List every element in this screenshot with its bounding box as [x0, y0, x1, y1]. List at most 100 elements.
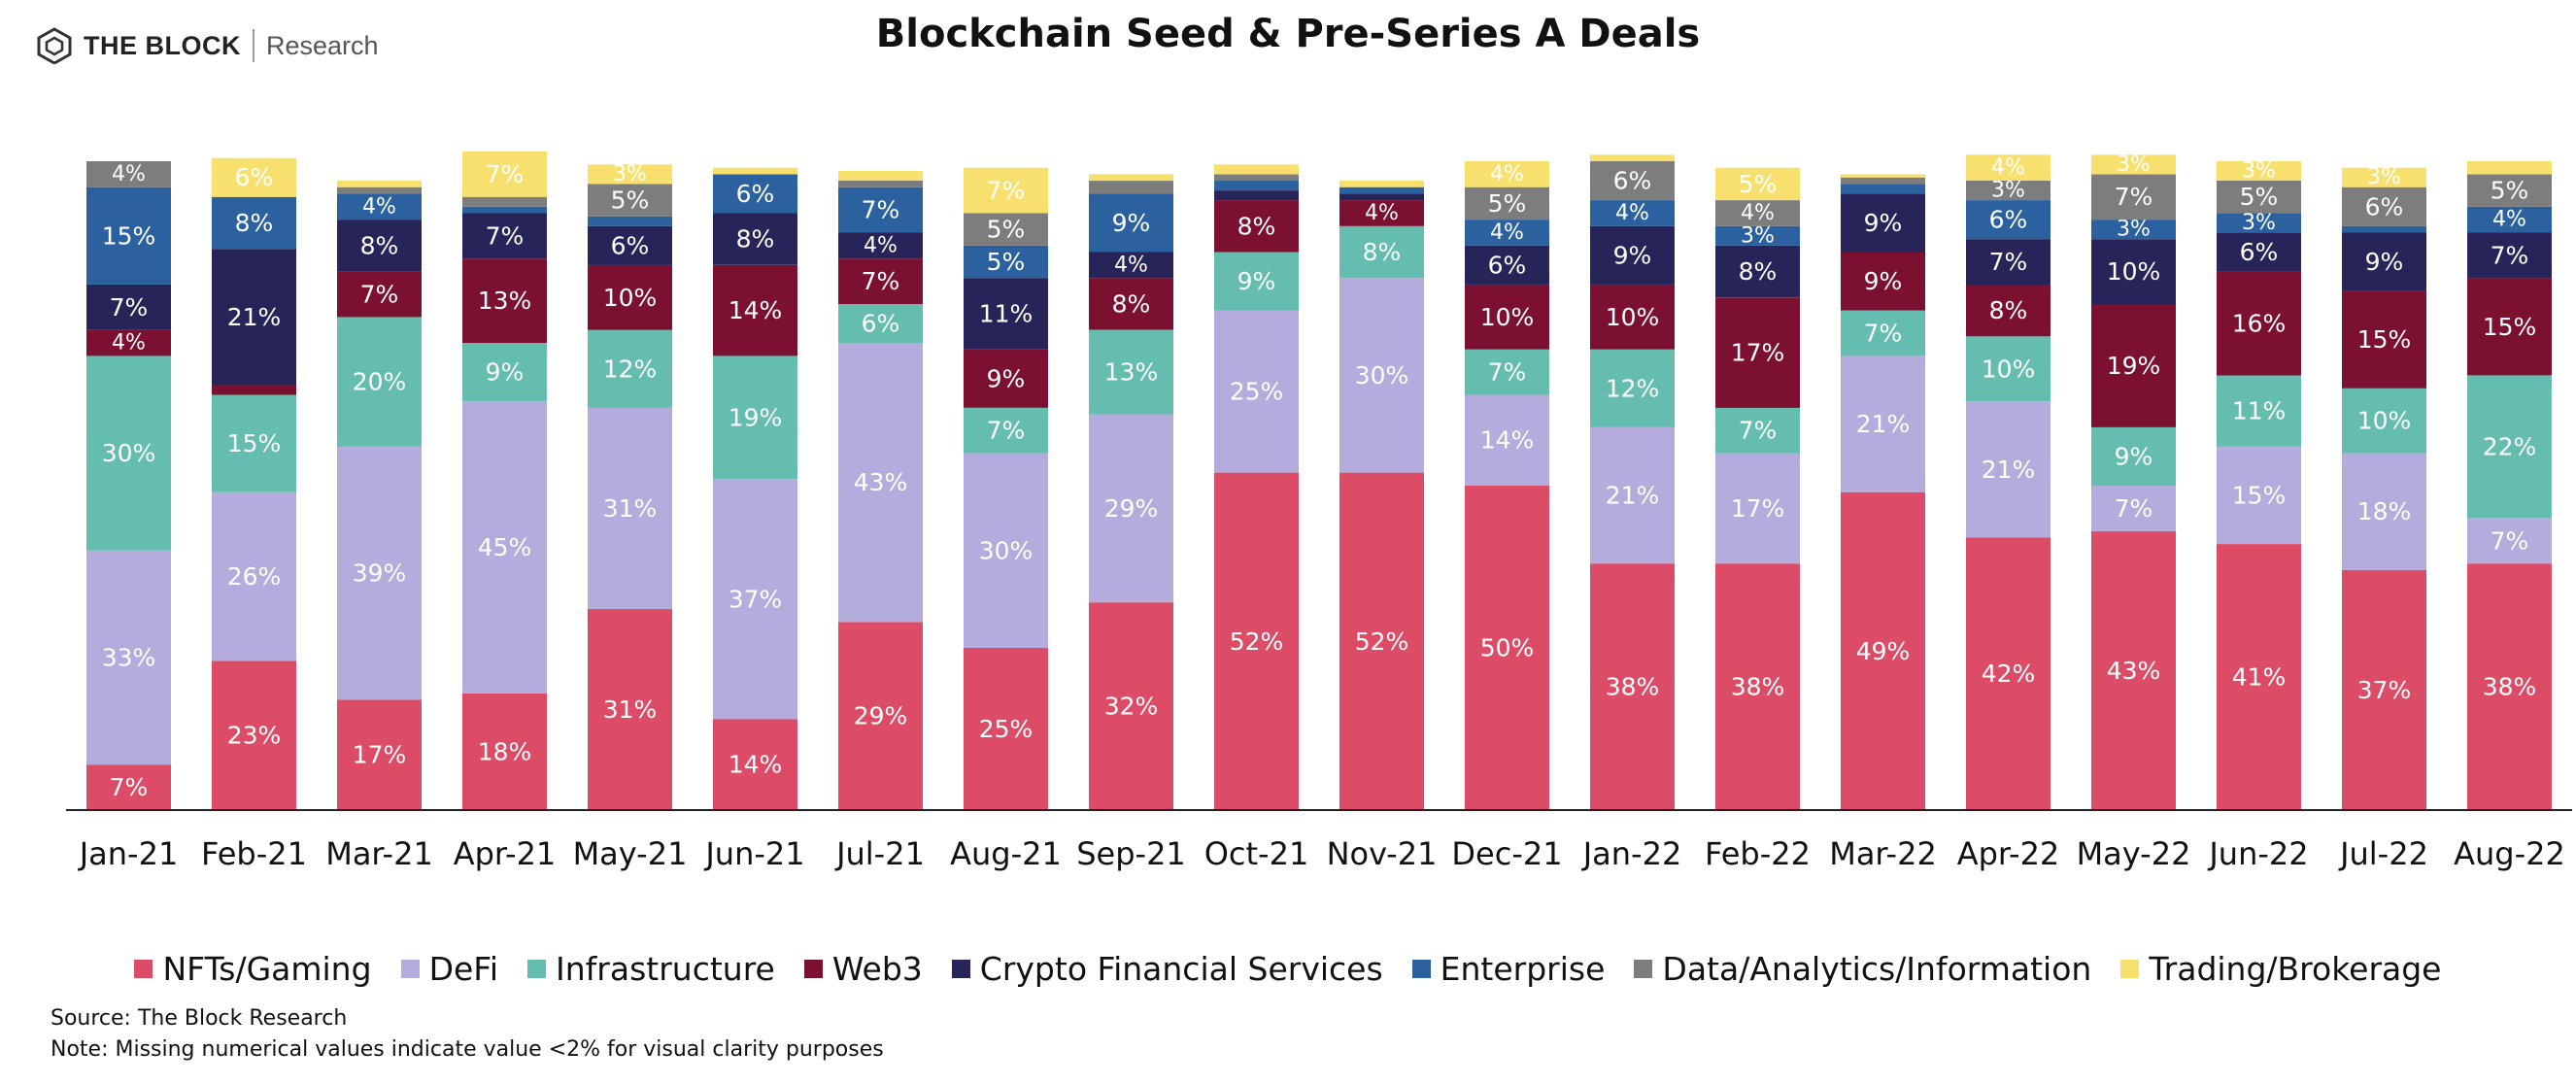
source-note: Source: The Block Research — [51, 1006, 348, 1031]
bar-segment-web3-jan-22 — [1590, 284, 1675, 350]
bar-segment-enterprise-apr-21 — [462, 206, 547, 214]
bar-segment-trading-brokerage-jan-22 — [1590, 154, 1675, 161]
bar-segment-web3-mar-22 — [1841, 252, 1925, 311]
bar-segment-web3-jan-21 — [86, 329, 171, 356]
x-tick-label-oct-21: Oct-21 — [1204, 835, 1309, 872]
data-label-defi-apr-22: 21% — [1982, 456, 2036, 484]
data-label-nfts-gaming-jan-21: 7% — [110, 773, 149, 801]
bar-segment-nfts-gaming-apr-22 — [1966, 537, 2051, 810]
bar-segment-defi-aug-21 — [964, 453, 1048, 648]
bar-segment-enterprise-apr-22 — [1966, 200, 2051, 240]
data-label-crypto-financial-services-jun-21: 8% — [736, 225, 775, 254]
data-label-crypto-financial-services-apr-21: 7% — [486, 221, 525, 250]
bar-segment-enterprise-oct-21 — [1214, 181, 1299, 190]
bar-segment-infrastructure-apr-21 — [462, 343, 547, 402]
data-label-defi-mar-22: 21% — [1856, 410, 1911, 438]
data-label-web3-may-22: 19% — [2107, 352, 2161, 380]
bar-segment-trading-brokerage-dec-21 — [1465, 161, 1549, 187]
data-label-defi-aug-22: 7% — [2491, 526, 2529, 555]
data-label-data-analytics-information-dec-21: 5% — [1488, 189, 1527, 218]
bar-segment-web3-aug-21 — [964, 349, 1048, 408]
bar-segment-nfts-gaming-may-21 — [588, 608, 672, 810]
bar-segment-data-analytics-information-aug-21 — [964, 213, 1048, 246]
data-label-trading-brokerage-feb-22: 5% — [1739, 170, 1778, 198]
bar-segment-nfts-gaming-aug-22 — [2467, 563, 2552, 810]
legend-swatch-nfts-gaming — [134, 960, 153, 978]
bar-segment-trading-brokerage-sep-21 — [1089, 174, 1173, 182]
data-label-web3-apr-22: 8% — [1989, 296, 2028, 324]
bar-segment-nfts-gaming-mar-22 — [1841, 491, 1925, 810]
data-label-defi-dec-21: 14% — [1480, 426, 1535, 455]
data-label-enterprise-may-22: 3% — [2117, 218, 2151, 242]
bar-segment-defi-mar-22 — [1841, 356, 1925, 492]
bar-segment-infrastructure-sep-21 — [1089, 329, 1173, 415]
bar-segment-infrastructure-apr-22 — [1966, 336, 2051, 402]
data-label-web3-jul-22: 15% — [2357, 325, 2412, 354]
bar-segment-defi-jun-22 — [2217, 446, 2301, 545]
data-label-trading-brokerage-apr-22: 4% — [1991, 155, 2025, 180]
data-label-defi-may-22: 7% — [2115, 494, 2153, 523]
bar-segment-web3-jul-21 — [838, 258, 923, 304]
bar-segment-crypto-financial-services-apr-22 — [1966, 239, 2051, 285]
data-label-crypto-financial-services-jan-22: 9% — [1613, 241, 1652, 269]
bar-segment-defi-sep-21 — [1089, 414, 1173, 603]
bar-segment-web3-feb-22 — [1715, 297, 1800, 408]
data-label-crypto-financial-services-aug-21: 11% — [979, 300, 1034, 328]
bar-segment-web3-jun-22 — [2217, 271, 2301, 376]
x-tick-label-may-22: May-22 — [2077, 835, 2191, 872]
data-label-web3-sep-21: 8% — [1112, 290, 1151, 319]
bar-segment-trading-brokerage-may-21 — [588, 164, 672, 185]
bar-segment-trading-brokerage-jun-21 — [713, 167, 797, 175]
data-label-nfts-gaming-may-22: 43% — [2107, 657, 2161, 685]
data-label-crypto-financial-services-mar-21: 8% — [360, 231, 399, 259]
data-label-defi-may-21: 31% — [603, 494, 658, 523]
x-tick-label-mar-22: Mar-22 — [1829, 835, 1937, 872]
bar-segment-defi-oct-21 — [1214, 310, 1299, 473]
data-label-crypto-financial-services-sep-21: 4% — [1114, 253, 1148, 277]
data-label-web3-dec-21: 10% — [1480, 303, 1535, 331]
footnote: Note: Missing numerical values indicate … — [51, 1037, 884, 1062]
bar-segment-nfts-gaming-aug-21 — [964, 648, 1048, 810]
data-label-defi-jun-21: 37% — [729, 585, 783, 613]
bar-segment-data-analytics-information-apr-21 — [462, 196, 547, 207]
data-label-enterprise-jan-21: 15% — [102, 221, 156, 250]
legend-label-enterprise: Enterprise — [1440, 950, 1606, 988]
data-label-data-analytics-information-aug-21: 5% — [987, 216, 1026, 244]
bar-segment-data-analytics-information-jan-22 — [1590, 161, 1675, 201]
bar-segment-nfts-gaming-jan-21 — [86, 764, 171, 810]
bar-segment-defi-nov-21 — [1339, 278, 1424, 473]
data-label-crypto-financial-services-jun-22: 6% — [2240, 238, 2279, 266]
bar-segment-enterprise-sep-21 — [1089, 193, 1173, 253]
data-label-nfts-gaming-aug-22: 38% — [2483, 673, 2537, 701]
data-label-web3-mar-22: 9% — [1864, 267, 1903, 295]
data-label-nfts-gaming-feb-21: 23% — [227, 722, 282, 750]
bar-segment-nfts-gaming-feb-22 — [1715, 563, 1800, 810]
data-label-nfts-gaming-nov-21: 52% — [1355, 627, 1409, 656]
bar-segment-trading-brokerage-feb-21 — [212, 157, 296, 197]
legend-item-infrastructure: Infrastructure — [527, 950, 775, 988]
bar-segment-nfts-gaming-mar-21 — [337, 699, 422, 810]
bar-segment-enterprise-dec-21 — [1465, 220, 1549, 246]
bar-segment-enterprise-jan-22 — [1590, 200, 1675, 226]
bar-segment-nfts-gaming-feb-21 — [212, 661, 296, 810]
bar-segment-crypto-financial-services-jan-22 — [1590, 225, 1675, 285]
x-tick-label-feb-21: Feb-21 — [201, 835, 307, 872]
data-label-defi-oct-21: 25% — [1230, 378, 1284, 406]
data-label-infrastructure-jul-21: 6% — [862, 310, 900, 338]
bar-segment-enterprise-jan-21 — [86, 186, 171, 285]
bar-segment-crypto-financial-services-feb-22 — [1715, 245, 1800, 298]
bar-segment-enterprise-jul-21 — [838, 186, 923, 233]
data-label-crypto-financial-services-jul-22: 9% — [2365, 248, 2404, 276]
bar-segment-crypto-financial-services-oct-21 — [1214, 190, 1299, 201]
legend-swatch-data-analytics-information — [1634, 960, 1653, 978]
data-label-infrastructure-jul-22: 10% — [2357, 407, 2412, 435]
bar-segment-crypto-financial-services-jul-22 — [2342, 232, 2426, 291]
bar-segment-crypto-financial-services-aug-22 — [2467, 232, 2552, 279]
data-label-web3-jun-21: 14% — [729, 296, 783, 324]
data-label-nfts-gaming-aug-21: 25% — [979, 715, 1034, 743]
bar-segment-infrastructure-aug-22 — [2467, 375, 2552, 519]
bar-segment-infrastructure-nov-21 — [1339, 225, 1424, 279]
bar-segment-web3-mar-21 — [337, 271, 422, 318]
bar-segment-nfts-gaming-jul-22 — [2342, 569, 2426, 810]
bar-segment-trading-brokerage-apr-21 — [462, 152, 547, 197]
